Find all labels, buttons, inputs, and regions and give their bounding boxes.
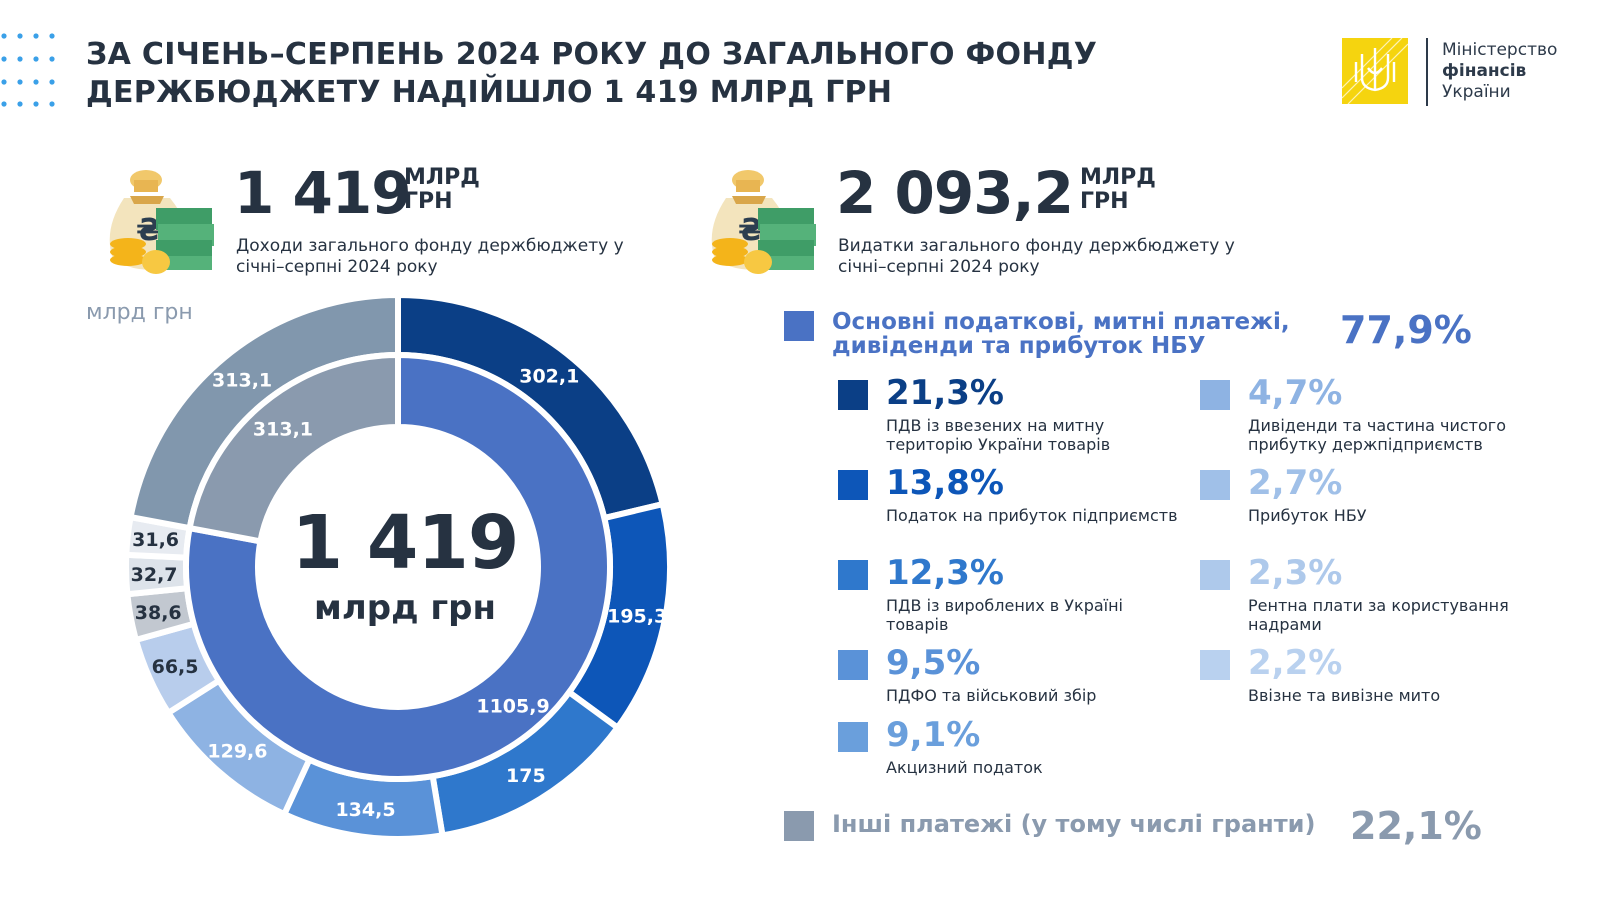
legend-other-label: Інші платежі (у тому числі гранти)	[832, 810, 1316, 838]
legend-item-swatch	[838, 470, 868, 500]
outer-ring-value-label: 195,3	[607, 605, 667, 627]
expenses-description: Видатки загального фонду держбюджету у с…	[838, 236, 1235, 277]
legend-item-label: Податок на прибуток підприємств	[886, 506, 1178, 525]
revenue-donut-chart: 302,1 195,3 175 134,5 129,6 66,5 38,6 32,7 31,6 3…	[123, 291, 673, 842]
legend-item-percent: 12,3%	[886, 553, 1004, 593]
outer-ring-value-label: 32,7	[131, 564, 178, 586]
legend-item-label: Рентна плати за користування надрами	[1248, 596, 1509, 634]
kpi-revenue: ₴ 1 419 МЛРД ГРН Доходи загального фонду…	[94, 158, 654, 278]
logo-separator	[1426, 38, 1428, 106]
inner-ring-segment	[186, 351, 401, 545]
outer-ring-value-label: 134,5	[335, 799, 395, 821]
inner-ring-value-label: 313,1	[253, 419, 313, 441]
revenue-value: 1 419	[234, 159, 412, 227]
logo-line-1: Міністерство	[1442, 40, 1558, 60]
money-bag-icon: ₴	[109, 170, 214, 274]
money-bag-icon: ₴	[711, 170, 816, 274]
legend-item-swatch	[838, 722, 868, 752]
legend-item-swatch	[1200, 380, 1230, 410]
legend-main-percent: 77,9%	[1340, 308, 1472, 352]
legend-item-percent: 2,3%	[1248, 553, 1343, 593]
legend-item-label: ПДФО та військовий збір	[886, 686, 1097, 705]
outer-ring-value-label: 313,1	[212, 369, 272, 391]
legend-item-percent: 9,5%	[886, 643, 981, 683]
legend-item-swatch	[838, 650, 868, 680]
legend-item-label: Дивіденди та частина чистого прибутку де…	[1248, 416, 1506, 454]
logo-line-3: України	[1442, 82, 1511, 102]
inner-ring-segment	[183, 351, 613, 782]
page-title: ЗА СІЧЕНЬ–СЕРПЕНЬ 2024 РОКУ ДО ЗАГАЛЬНОГ…	[86, 37, 1098, 110]
legend-item-swatch	[838, 380, 868, 410]
legend-item-swatch	[1200, 650, 1230, 680]
legend-item-label: Ввізне та вивізне мито	[1248, 686, 1441, 705]
legend-item-label: Акцизний податок	[886, 758, 1043, 777]
outer-ring-value-label: 38,6	[135, 602, 182, 624]
inner-ring-value-label: 1105,9	[476, 695, 549, 717]
legend-item-percent: 2,2%	[1248, 643, 1343, 683]
legend-main-swatch	[784, 311, 814, 341]
outer-ring-value-label: 175	[506, 765, 546, 787]
legend-item-percent: 21,3%	[886, 373, 1004, 413]
legend-item-swatch	[838, 560, 868, 590]
donut-center-unit: млрд грн	[314, 588, 496, 628]
kpi-expenses: ₴ 2 093,2 МЛРД ГРН Видатки загального фо…	[696, 158, 1316, 278]
outer-ring-value-label: 129,6	[207, 741, 267, 763]
legend-item-swatch	[1200, 470, 1230, 500]
legend-item-label: ПДВ із вироблених в Україні товарів	[886, 596, 1123, 634]
outer-ring-value-label: 31,6	[132, 529, 179, 551]
ministry-logo: Міністерство фінансів України	[1341, 37, 1592, 110]
trident-logo-icon	[1341, 37, 1409, 105]
decorative-dots	[1, 33, 55, 107]
legend-other-percent: 22,1%	[1350, 804, 1482, 848]
outer-ring-value-label: 302,1	[519, 366, 579, 388]
legend-item-percent: 2,7%	[1248, 463, 1343, 503]
outer-ring-value-label: 66,5	[152, 656, 199, 678]
expenses-value: 2 093,2	[836, 159, 1074, 227]
legend-item-swatch	[1200, 560, 1230, 590]
revenue-description: Доходи загального фонду держбюджету у сі…	[236, 236, 624, 277]
legend-item-percent: 13,8%	[886, 463, 1004, 503]
chart-unit-label: млрд грн	[86, 300, 193, 325]
expenses-unit: МЛРД ГРН	[1080, 165, 1156, 214]
revenue-unit: МЛРД ГРН	[404, 165, 480, 214]
donut-center-value: 1 419	[291, 500, 520, 586]
legend-other-swatch	[784, 811, 814, 841]
legend-main-label: Основні податкові, митні платежі, дивіде…	[832, 309, 1290, 359]
legend-item-label: ПДВ із ввезених на митну територію Украї…	[886, 416, 1111, 454]
legend-item-percent: 4,7%	[1248, 373, 1343, 413]
legend-item-percent: 9,1%	[886, 715, 981, 755]
legend-item-label: Прибуток НБУ	[1248, 506, 1367, 525]
logo-line-2: фінансів	[1442, 61, 1527, 81]
